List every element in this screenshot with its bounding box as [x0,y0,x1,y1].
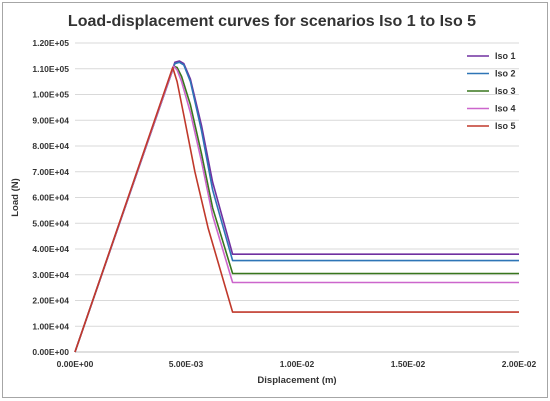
series-lines [74,60,519,353]
legend-label-iso-5: Iso 5 [495,121,516,131]
y-tick-label: 7.00E+04 [32,167,69,177]
y-tick-label: 0.00E+00 [32,347,69,357]
y-tick-label: 2.00E+04 [32,296,69,306]
x-axis-title: Displacement (m) [257,375,336,386]
y-tick-label: 4.00E+04 [32,244,69,254]
series-line-iso-1 [74,60,519,353]
x-tick-label: 5.00E-03 [169,359,204,369]
legend-label-iso-2: Iso 2 [495,69,516,79]
chart-title: Load-displacement curves for scenarios I… [68,13,476,30]
legend-label-iso-4: Iso 4 [495,104,516,114]
y-tick-label: 3.00E+04 [32,270,69,280]
legend-label-iso-1: Iso 1 [495,51,516,61]
x-tick-labels: 0.00E+00 5.00E-03 1.00E-02 1.50E-02 2.00E-02 [57,359,537,369]
series-line-iso-5 [74,66,519,353]
y-axis-title: Load (N) [10,178,21,217]
y-tick-label: 6.00E+04 [32,193,69,203]
y-tick-label: 1.20E+05 [32,38,69,48]
x-tick-label: 2.00E-02 [502,359,537,369]
y-tick-label: 5.00E+04 [32,218,69,228]
x-tick-label: 1.00E-02 [280,359,315,369]
series-line-iso-3 [74,65,519,353]
series-line-iso-2 [74,61,519,353]
y-tick-labels: 0.00E+00 1.00E+04 2.00E+04 3.00E+04 4.00E+04… [32,38,69,357]
legend: Iso 1 Iso 2 Iso 3 Iso 4 Iso 5 [467,51,516,131]
y-tick-label: 1.00E+04 [32,321,69,331]
gridlines [75,42,519,327]
legend-label-iso-3: Iso 3 [495,86,516,96]
x-tick-label: 1.50E-02 [391,359,426,369]
y-tick-label: 9.00E+04 [32,115,69,125]
y-tick-label: 1.10E+05 [32,64,69,74]
y-tick-label: 8.00E+04 [32,141,69,151]
x-tick-label: 0.00E+00 [57,359,94,369]
series-line-iso-4 [74,65,519,353]
y-tick-label: 1.00E+05 [32,90,69,100]
chart-svg: Load-displacement curves for scenarios I… [10,13,537,386]
